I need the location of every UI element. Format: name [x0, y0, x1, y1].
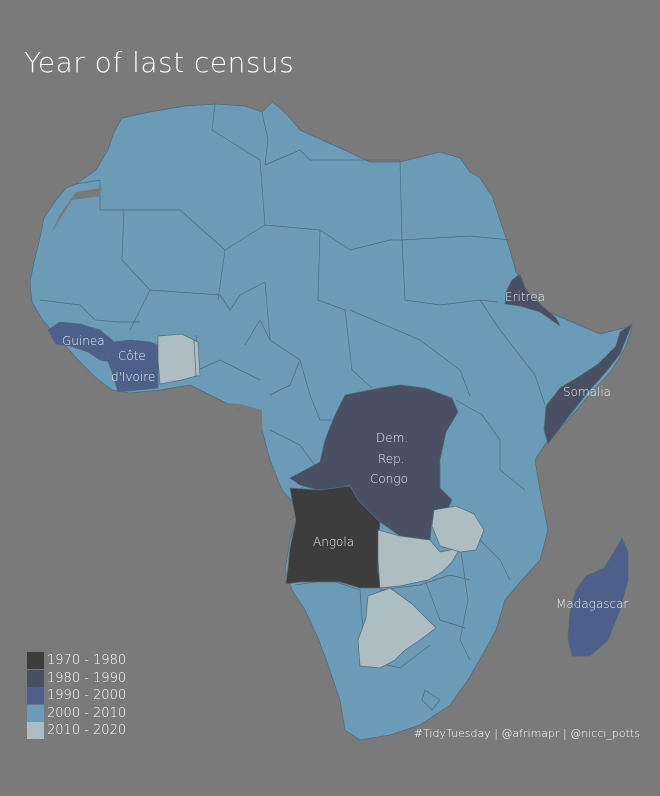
gulf-of-guinea-coast — [100, 388, 262, 430]
africa-landmass — [29, 101, 633, 741]
legend: 1970 - 1980 1980 - 1990 1990 - 2000 2000… — [27, 652, 126, 740]
legend-label: 2010 - 2020 — [47, 723, 127, 739]
label-eritrea: Eritrea — [505, 290, 545, 304]
legend-label: 2000 - 2010 — [47, 705, 127, 721]
country-eritrea — [504, 273, 561, 327]
country-somalia — [543, 323, 633, 445]
country-tanzania-east — [431, 505, 485, 553]
country-cote-divoire — [105, 339, 161, 393]
western-sahara — [50, 188, 102, 236]
label-madagascar: Madagascar — [556, 597, 628, 611]
country-zambia — [377, 529, 461, 589]
country-angola — [285, 485, 383, 589]
map-title: Year of last census — [24, 46, 295, 79]
caption: #TidyTuesday | @afrimapr | @nicci_potts — [413, 727, 640, 740]
legend-swatch — [27, 722, 44, 740]
legend-item: 1970 - 1980 — [27, 652, 126, 670]
legend-item: 2010 - 2020 — [27, 722, 126, 740]
legend-swatch — [27, 687, 44, 705]
label-cote-divoire-2: d'Ivoire — [111, 370, 155, 384]
label-somalia: Somalia — [563, 385, 611, 399]
legend-item: 1980 - 1990 — [27, 669, 127, 688]
label-drc-1: Dem. — [376, 431, 408, 445]
togo-strip — [193, 339, 201, 377]
legend-label: 1970 - 1980 — [47, 653, 127, 669]
label-angola: Angola — [313, 535, 354, 549]
label-cote-divoire-1: Côte — [118, 349, 146, 363]
legend-swatch — [27, 652, 44, 670]
label-drc-2: Rep. — [378, 452, 405, 466]
country-ghana — [157, 333, 197, 385]
label-guinea: Guinea — [62, 334, 105, 348]
legend-item: 1990 - 2000 — [27, 687, 126, 705]
country-madagascar — [567, 537, 629, 657]
country-botswana — [357, 587, 437, 669]
legend-swatch — [27, 704, 44, 722]
label-drc-3: Congo — [370, 472, 408, 486]
legend-item: 2000 - 2010 — [27, 704, 127, 723]
legend-label: 1980 - 1990 — [47, 670, 127, 686]
legend-label: 1990 - 2000 — [47, 688, 127, 704]
legend-swatch — [27, 669, 44, 687]
